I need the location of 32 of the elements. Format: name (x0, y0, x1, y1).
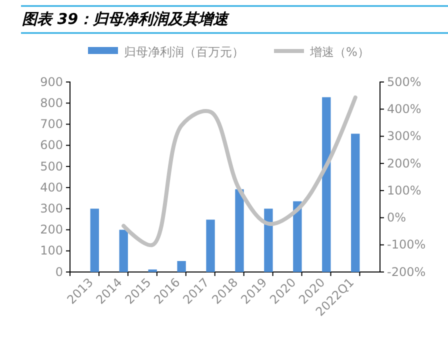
bar (235, 189, 244, 272)
y-tick-label: 600 (40, 138, 63, 152)
y-tick-label: 700 (40, 117, 63, 132)
bar (90, 208, 99, 272)
line-series (122, 95, 358, 247)
y2-tick-label: 300% (387, 129, 422, 144)
y2-tick-label: -200% (387, 264, 426, 279)
y2-tick-label: 200% (387, 156, 422, 170)
bar (264, 208, 273, 272)
y-tick-label: 0 (55, 264, 63, 279)
y2-tick-label: 100% (387, 183, 422, 198)
bar (293, 201, 302, 272)
bar (322, 97, 331, 272)
bar (206, 220, 215, 272)
legend-label: 归母净利润（百万元） (124, 45, 244, 59)
bar (148, 269, 157, 272)
legend-label: 增速（%） (309, 45, 370, 59)
y2-tick-label: 400% (387, 102, 422, 116)
chart-title: 图表 39：归母净利润及其增速 (22, 10, 230, 28)
y-tick-label: 800 (40, 96, 63, 110)
bar (351, 134, 360, 272)
y-tick-label: 900 (40, 74, 63, 89)
y-tick-label: 100 (40, 244, 63, 258)
bar (177, 261, 186, 272)
y-tick-label: 400 (40, 180, 63, 194)
y-tick-label: 200 (40, 222, 63, 237)
y2-tick-label: 0% (387, 210, 406, 225)
y2-tick-label: 500% (387, 74, 422, 89)
y-tick-label: 500 (40, 159, 63, 174)
bar (119, 230, 128, 272)
y-tick-label: 300 (40, 202, 63, 216)
y2-tick-label: -100% (387, 238, 426, 252)
